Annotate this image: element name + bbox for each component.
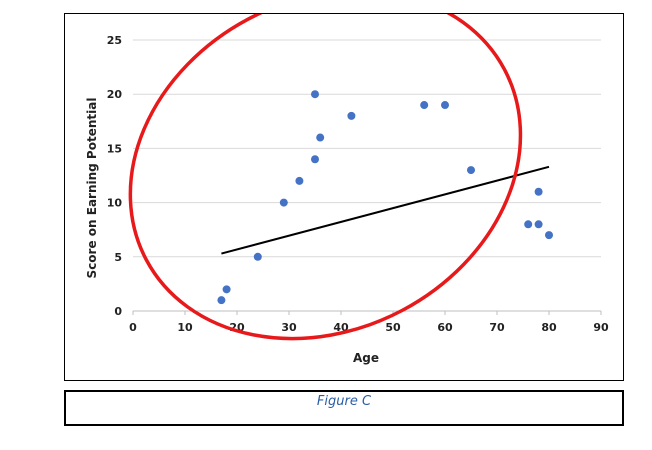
data-point-6 [311,155,319,164]
x-tick-label-0: 0 [129,321,137,334]
grid-layer [133,39,601,258]
x-tick-label-60: 60 [437,321,453,334]
trend-layer [221,165,550,255]
y-tick-label-5: 5 [114,251,122,264]
data-point-10 [420,101,429,110]
trendline [221,165,550,255]
data-point-12 [467,166,475,175]
y-tick-label-20: 20 [107,88,123,101]
y-tick-label-0: 0 [114,305,122,318]
y-tick-label-15: 15 [107,142,122,155]
x-tick-label-10: 10 [177,321,193,334]
data-point-9 [347,111,356,120]
x-tick-label-80: 80 [541,321,557,334]
data-point-3 [253,252,262,261]
data-point-15 [534,220,543,229]
y-axis-label: Score on Earning Potential [85,98,99,279]
data-point-11 [441,101,449,110]
data-point-1 [217,296,226,305]
x-tick-label-90: 90 [593,321,609,334]
point-layer [217,90,553,305]
highlight-ellipse [128,0,523,341]
data-point-14 [534,187,543,196]
data-point-7 [311,90,319,99]
data-point-4 [279,198,288,207]
y-tick-label-25: 25 [107,34,122,47]
x-axis-label: Age [353,351,379,365]
x-tick-label-30: 30 [281,321,297,334]
data-point-2 [222,285,231,294]
y-tick-label-10: 10 [107,197,123,210]
data-point-13 [524,220,533,229]
x-tick-label-50: 50 [385,321,401,334]
caption-box: Figure C [64,390,624,426]
figure-caption: Figure C [316,394,372,409]
chart-frame: 0 10 20 30 40 50 60 70 80 90 0 5 10 15 20 25 Age Score … [64,0,624,381]
annotation-layer [128,0,523,341]
data-point-8 [316,133,325,142]
data-point-5 [295,176,304,185]
x-tick-label-70: 70 [489,321,505,334]
data-point-16 [545,231,553,240]
